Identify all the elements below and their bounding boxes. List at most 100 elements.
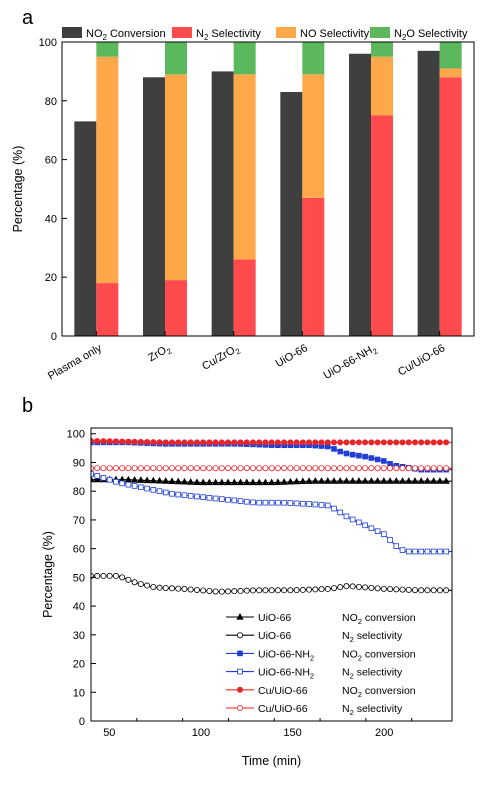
data-point [199,478,207,486]
data-point [368,455,375,461]
data-point [130,475,139,483]
data-point [255,478,263,486]
x-tick-label: Plasma only [46,342,104,383]
legend-sample-label: Cu/UiO-66 [258,703,308,715]
data-point [119,480,125,487]
bar-selectivity-1 [233,259,256,336]
data-point [411,439,418,446]
data-point [443,465,450,472]
data-point [125,438,132,445]
legend-marker [237,668,243,675]
data-point [317,477,326,484]
data-point [281,465,288,472]
data-point [187,478,195,485]
bar-selectivity-3 [371,42,393,57]
x-axis-title: Time (min) [242,754,301,768]
bar-selectivity-1 [165,280,187,336]
data-point [312,439,319,446]
data-point [236,478,245,486]
data-point [348,477,357,484]
data-point [330,585,337,592]
data-point [386,477,394,484]
data-point [293,500,300,507]
data-point [330,477,338,484]
data-point [299,439,306,446]
data-point [380,477,388,484]
data-point [324,502,331,509]
bar-selectivity-3 [96,42,119,57]
data-point [337,448,344,455]
data-point [156,584,163,591]
data-point [380,465,387,472]
data-point [200,465,207,472]
data-point [106,477,113,483]
data-point [356,519,362,526]
data-point [144,582,151,589]
y-tick-label: 60 [45,155,57,167]
data-point [268,587,275,594]
x-tick-label: 50 [103,727,115,739]
data-point [230,478,238,486]
data-point [287,587,294,594]
data-point [175,439,182,446]
data-point [374,585,381,592]
data-point [318,465,325,472]
legend-metric-label: NO2 conversion [342,685,416,699]
data-point [181,439,188,446]
data-point [206,495,213,501]
data-point [243,465,250,472]
data-point [368,525,375,532]
data-point [424,439,431,446]
legend-sample-label: UiO-66 [258,612,291,624]
data-point [274,439,281,446]
data-point [212,439,219,446]
data-point [193,478,201,486]
data-point [337,584,344,591]
data-point [112,465,119,472]
bar-no2-conversion [74,121,97,336]
data-point [225,496,231,503]
data-point [237,439,244,446]
data-point [292,477,301,485]
bar-no2-conversion [211,71,234,337]
data-point [206,587,213,594]
data-point [349,465,356,472]
data-point [374,439,381,446]
data-point [274,587,281,594]
data-point [368,439,375,446]
data-point [150,487,157,493]
y-tick-label: 90 [73,457,85,469]
legend-swatch [62,27,82,38]
data-point [168,465,175,472]
data-point [187,586,194,593]
data-point [362,522,368,529]
data-point [299,465,306,472]
data-point [330,439,337,446]
x-tick-label: UiO-66-NH2 [322,342,380,384]
data-point [249,465,256,472]
bar-selectivity-1 [439,77,462,336]
data-point [343,513,350,520]
data-point [424,587,431,594]
data-point [355,583,362,590]
data-point [436,439,443,446]
data-point [274,478,282,486]
data-point [206,439,213,446]
x-tick-label: Cu/UiO-66 [396,342,447,378]
data-point [219,496,225,502]
data-point [367,477,376,484]
data-point [193,439,200,446]
legend-swatch [172,27,192,38]
y-tick-label: 100 [39,37,57,49]
data-point [281,439,288,446]
data-point [430,587,437,594]
data-point [374,465,381,472]
data-point [418,465,425,472]
y-tick-label: 50 [73,572,85,584]
bar-selectivity-2 [439,68,462,78]
data-point [343,439,350,446]
data-point [261,478,270,486]
data-point [237,587,244,594]
data-point [144,485,150,492]
data-point [119,438,126,445]
